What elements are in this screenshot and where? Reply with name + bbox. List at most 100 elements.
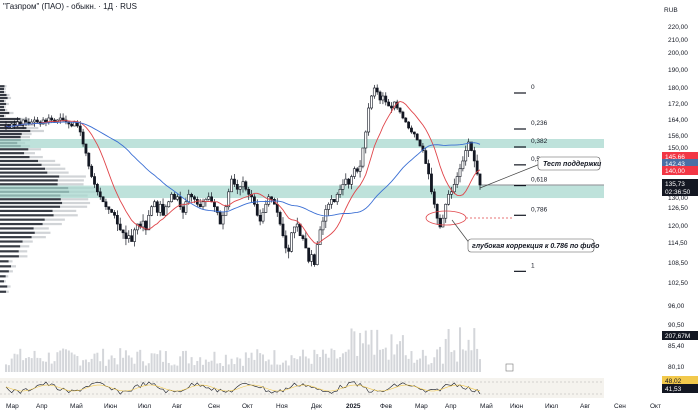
volume-profile-bar-light (38, 159, 56, 163)
volume-profile-bar-light (4, 90, 6, 94)
volume-profile-bar (0, 159, 39, 163)
candle-body (158, 203, 162, 213)
volume-bar (204, 359, 207, 372)
volume-bar (390, 334, 393, 372)
volume-bar (333, 350, 336, 372)
candle-body (344, 178, 348, 185)
candle-body (93, 176, 96, 185)
candle-body (227, 191, 231, 208)
volume-profile-bar-light (18, 255, 28, 258)
volume-bar (384, 347, 387, 372)
volume-profile-bar (0, 85, 5, 88)
volume-profile-bar (0, 102, 7, 106)
volume-profile-bar (0, 108, 6, 112)
time-tick-label: Апр (36, 403, 48, 410)
volume-profile-bar (0, 171, 48, 174)
support-test-box[interactable] (537, 156, 601, 171)
volume-bar (196, 360, 199, 372)
volume-bar (99, 361, 102, 372)
volume-profile-bar-light (33, 227, 49, 230)
deep-correction-box[interactable] (467, 238, 595, 253)
volume-bar (162, 361, 165, 372)
volume-bar (339, 357, 342, 372)
volume-bar (104, 365, 107, 372)
volume-profile-bar-light (53, 214, 78, 217)
candle-body (355, 168, 359, 172)
price-tick-label: 164,00 (668, 117, 688, 124)
volume-bar (399, 341, 402, 372)
volume-bar (176, 365, 179, 372)
candle-body (461, 160, 465, 170)
price-axis[interactable]: RUB 220,00 210,00 200,00 190,00 180,00 172,00 1… (664, 7, 688, 371)
volume-bar (39, 358, 42, 372)
volume-bar (53, 361, 56, 372)
volume-bar (167, 362, 170, 372)
volume-profile-bar-light (24, 123, 36, 127)
volume-profile-bar-light (4, 85, 7, 88)
candle-body (207, 196, 211, 200)
volume-profile-bar (0, 250, 19, 253)
volume-bar (256, 349, 259, 372)
candle-body (87, 152, 91, 167)
candle-body (241, 181, 245, 188)
volume-profile-bar-light (9, 111, 14, 115)
volume-bar (401, 335, 404, 372)
candle-body (115, 214, 119, 225)
volume-profile-bar (0, 132, 22, 136)
volume-bar (313, 349, 316, 372)
volume-toggle-icon[interactable] (505, 363, 514, 372)
volume-profile-bar (0, 90, 4, 94)
volume-bar (47, 352, 50, 372)
volume-bar (233, 364, 236, 372)
candle-body (201, 201, 205, 208)
time-axis[interactable]: Мар Апр Май Июн Июл Авг Сен Окт Ноя Дек 2025 Фев Мар… (6, 402, 661, 410)
volume-bar (433, 357, 436, 372)
volume-bar (436, 349, 439, 372)
volume-bar (93, 353, 96, 372)
volume-profile-bar (0, 152, 25, 155)
candle-body (278, 212, 282, 225)
candle-body (230, 178, 233, 193)
candle-body (312, 254, 316, 265)
candle-body (427, 163, 431, 175)
price-tick-label: 96,00 (668, 303, 685, 310)
volume-bar (27, 357, 30, 372)
volume-bar (307, 358, 310, 372)
volume-bar (219, 363, 222, 372)
volume-bar (5, 364, 7, 372)
deep-correction-label: глубокая коррекция к 0.786 по фибо (472, 242, 600, 250)
price-tick-label: 190,00 (668, 67, 688, 74)
volume-bar (156, 354, 159, 372)
candle-body (70, 123, 74, 127)
candle-body (361, 147, 365, 167)
volume-bar (230, 358, 233, 372)
volume-bar (461, 349, 464, 372)
volume-bar (150, 353, 153, 372)
volume-bar (447, 329, 450, 372)
time-tick-label: Май (480, 402, 493, 410)
volume-bar (222, 365, 225, 372)
volume-profile-bar-light (29, 155, 43, 159)
volume-bar (242, 365, 244, 372)
candle-body (307, 247, 311, 262)
candle-body (181, 206, 185, 213)
candle-body (233, 178, 236, 185)
volume-profile-bar-light (57, 179, 84, 182)
candle-body (110, 209, 114, 213)
support-callout-line (479, 163, 541, 189)
candle-body (298, 223, 302, 237)
candle-body (367, 107, 371, 133)
volume-profile-bar-light (34, 231, 51, 234)
volume-bar (84, 359, 87, 372)
volume-profile-bar (0, 231, 35, 234)
volume-bar (102, 348, 105, 372)
candle-body (281, 223, 285, 237)
volume-bar (299, 356, 302, 372)
volume-bar (67, 350, 70, 372)
candle-body (450, 191, 453, 195)
volume-bar (301, 349, 304, 372)
candle-body (36, 119, 39, 123)
volume-profile-bar (0, 179, 58, 182)
volume-bar (64, 349, 67, 372)
